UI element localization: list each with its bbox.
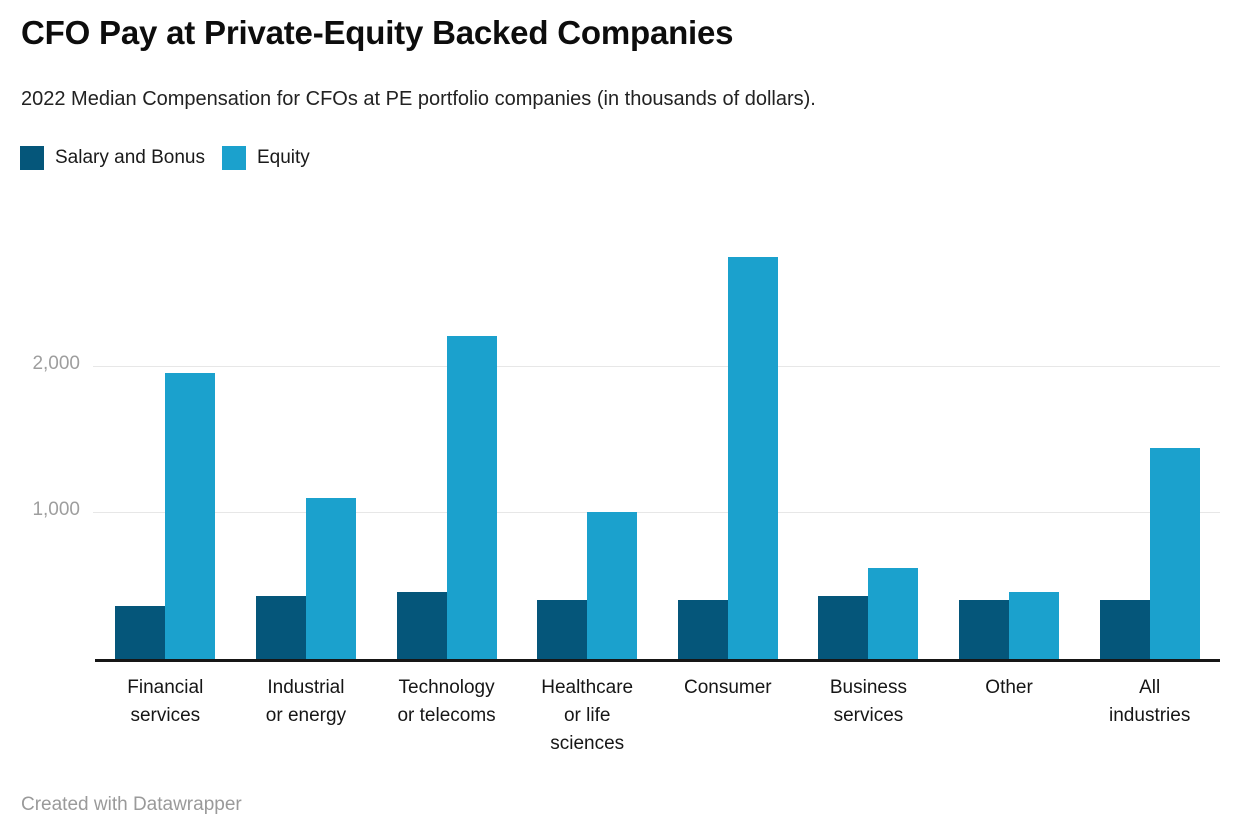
x-label-financial-services: Financial services [127,677,204,726]
bar-equity-healthcare-or-life-sciences [587,512,638,659]
bar-salary-and-bonus-consumer [677,600,728,659]
x-label-consumer: Consumer [683,677,772,698]
legend-item-salary-and-bonus: Salary and Bonus [20,146,205,170]
bar-equity-other [1009,592,1060,659]
bar-equity-financial-services [165,372,216,659]
x-label-industrial-or-energy: Industrial or energy [265,677,347,726]
legend: Salary and Bonus Equity [20,146,310,170]
gridline-1000 [93,512,1220,514]
bar-equity-all-industries [1149,447,1200,659]
salary-and-bonus-swatch-icon [20,146,44,170]
legend-label-salary-and-bonus: Salary and Bonus [55,147,205,168]
bar-salary-and-bonus-financial-services [115,606,166,659]
bar-salary-and-bonus-healthcare-or-life-sciences [537,600,588,659]
bar-salary-and-bonus-business-services [818,595,869,659]
bar-salary-and-bonus-technology-or-telecoms [396,591,447,659]
y-tick-label-1000: 1,000 [32,499,80,521]
y-tick-label-2000: 2,000 [32,352,80,374]
x-label-technology-or-telecoms: Technology or telecoms [397,677,496,726]
bar-equity-consumer [727,257,778,659]
legend-label-equity: Equity [257,147,310,168]
bar-equity-business-services [868,568,919,659]
bar-salary-and-bonus-all-industries [1099,600,1150,659]
x-label-business-services: Business services [829,677,907,726]
x-label-other: Other [985,677,1033,698]
bar-salary-and-bonus-industrial-or-energy [255,595,306,659]
chart-title: CFO Pay at Private-Equity Backed Compani… [21,14,734,51]
bar-salary-and-bonus-other [959,600,1010,659]
bar-equity-industrial-or-energy [305,497,356,659]
legend-item-equity: Equity [222,146,310,170]
chart-subtitle: 2022 Median Compensation for CFOs at PE … [21,88,816,110]
equity-swatch-icon [222,146,246,170]
x-axis-line [95,659,1220,662]
x-label-all-industries: All industries [1109,677,1191,726]
x-label-healthcare-or-life-sciences: Healthcare or life sciences [541,677,634,754]
gridline-2000 [93,365,1220,367]
datawrapper-credit-link[interactable]: Created with Datawrapper [21,794,242,815]
bar-equity-technology-or-telecoms [446,336,497,659]
